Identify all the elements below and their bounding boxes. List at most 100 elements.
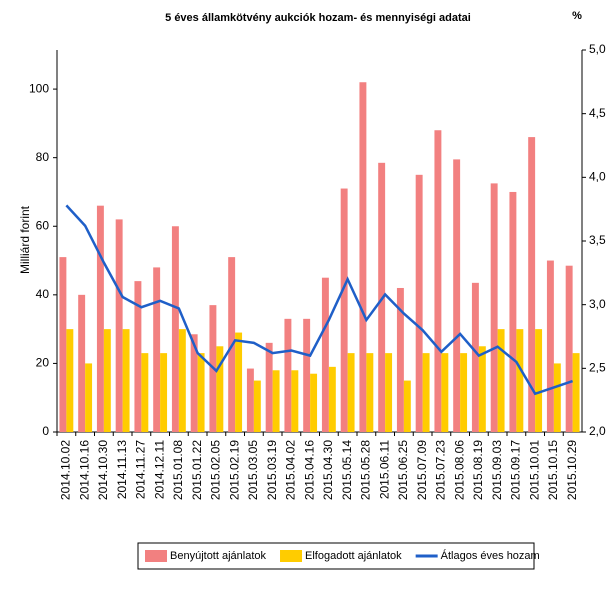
bar (265, 342, 273, 432)
x-tick-label: 2015.04.16 (302, 440, 316, 500)
x-tick-label: 2015.02.05 (209, 440, 223, 500)
chart-title: 5 éves államkötvény aukciók hozam- és me… (165, 12, 471, 24)
bar (385, 353, 393, 432)
bar (216, 346, 224, 432)
bar (422, 353, 430, 432)
bar (441, 353, 449, 432)
x-tick-label: 2015.08.19 (471, 440, 485, 500)
bar (303, 318, 311, 432)
line (65, 204, 574, 396)
y2-tick-label: 3,0 (589, 297, 606, 311)
bar (553, 363, 561, 432)
y2-tick-label: 5,0 (589, 42, 606, 56)
x-tick-label: 2015.08.06 (452, 440, 466, 500)
bar (141, 353, 149, 432)
y-tick-label: 60 (36, 218, 50, 232)
bar (134, 281, 142, 432)
bar (347, 353, 355, 432)
x-tick-label: 2015.07.23 (434, 440, 448, 500)
y2-tick-label: 2,0 (589, 424, 606, 438)
bar (171, 226, 179, 432)
bar (235, 332, 243, 432)
bar (197, 353, 205, 432)
x-tick-label: 2014.12.11 (152, 440, 166, 499)
bar (572, 353, 580, 432)
bar (565, 265, 573, 432)
y-label: Milliárd forint (18, 205, 32, 274)
bar (546, 260, 554, 432)
legend-box (137, 542, 535, 570)
x-tick-label: 2015.01.22 (190, 440, 204, 500)
x-tick-label: 2014.11.13 (115, 440, 129, 499)
x-tick-label: 2014.10.16 (77, 440, 91, 500)
bar (415, 174, 423, 432)
bar (528, 137, 536, 432)
y-tick-label: 100 (29, 81, 49, 95)
bar (497, 329, 505, 432)
x-tick-label: 2015.03.19 (265, 440, 279, 500)
bar (366, 353, 374, 432)
legend-label: Benyújtott ajánlatok (170, 550, 267, 562)
y2-tick-label: 3,5 (589, 233, 606, 247)
x-tick-label: 2015.10.15 (546, 440, 560, 500)
x-tick-label: 2014.10.02 (59, 440, 73, 500)
bar (535, 329, 543, 432)
y-tick-label: 40 (36, 287, 50, 301)
bar (321, 277, 329, 432)
y2-label: % (572, 10, 582, 22)
bar (340, 188, 348, 432)
bar (178, 329, 186, 432)
bar (291, 370, 299, 432)
x-tick-label: 2014.10.30 (96, 440, 110, 500)
x-tick-label: 2015.06.11 (377, 440, 391, 499)
bar (190, 334, 198, 432)
bar (490, 183, 498, 432)
x-tick-label: 2015.04.30 (321, 440, 335, 500)
x-tick-label: 2014.11.27 (134, 440, 148, 499)
bar (66, 329, 74, 432)
y2-tick-label: 2,5 (589, 361, 606, 375)
x-tick-label: 2015.02.19 (227, 440, 241, 500)
y2-tick-label: 4,0 (589, 170, 606, 184)
bar (153, 267, 161, 432)
y-tick-label: 0 (42, 424, 49, 438)
y2-tick-label: 4,5 (589, 106, 606, 120)
bar (122, 329, 130, 432)
x-tick-label: 2015.04.02 (284, 440, 298, 500)
bar (509, 191, 517, 432)
x-tick-label: 2015.05.28 (359, 440, 373, 500)
bar (272, 370, 280, 432)
bar (284, 318, 292, 432)
bar (516, 329, 524, 432)
bar (103, 329, 111, 432)
bar (253, 380, 261, 432)
legend-label: Elfogadott ajánlatok (305, 550, 402, 562)
bar (78, 294, 86, 432)
bar (453, 159, 461, 432)
bar (434, 130, 442, 432)
bar (85, 363, 93, 432)
legend-swatch (280, 550, 303, 562)
bar (478, 346, 486, 432)
legend-swatch (145, 550, 167, 562)
bar (310, 373, 318, 432)
bar (403, 380, 411, 432)
x-tick-label: 2015.06.25 (396, 440, 410, 500)
bar (246, 368, 254, 432)
bar (160, 353, 168, 432)
bar (460, 353, 468, 432)
x-tick-label: 2015.03.05 (246, 440, 260, 500)
x-tick-label: 2015.10.29 (565, 440, 579, 500)
x-tick-label: 2015.07.09 (415, 440, 429, 500)
x-tick-label: 2015.09.17 (509, 440, 523, 500)
legend-label: Átlagos éves hozam (441, 549, 540, 562)
x-tick-label: 2015.10.01 (527, 440, 541, 500)
bar (59, 257, 67, 432)
bar (328, 366, 336, 432)
y-tick-label: 80 (36, 150, 50, 164)
x-tick-label: 2015.05.14 (340, 440, 354, 500)
bar (471, 282, 479, 432)
x-tick-label: 2015.01.08 (171, 440, 185, 500)
bar (96, 205, 104, 432)
